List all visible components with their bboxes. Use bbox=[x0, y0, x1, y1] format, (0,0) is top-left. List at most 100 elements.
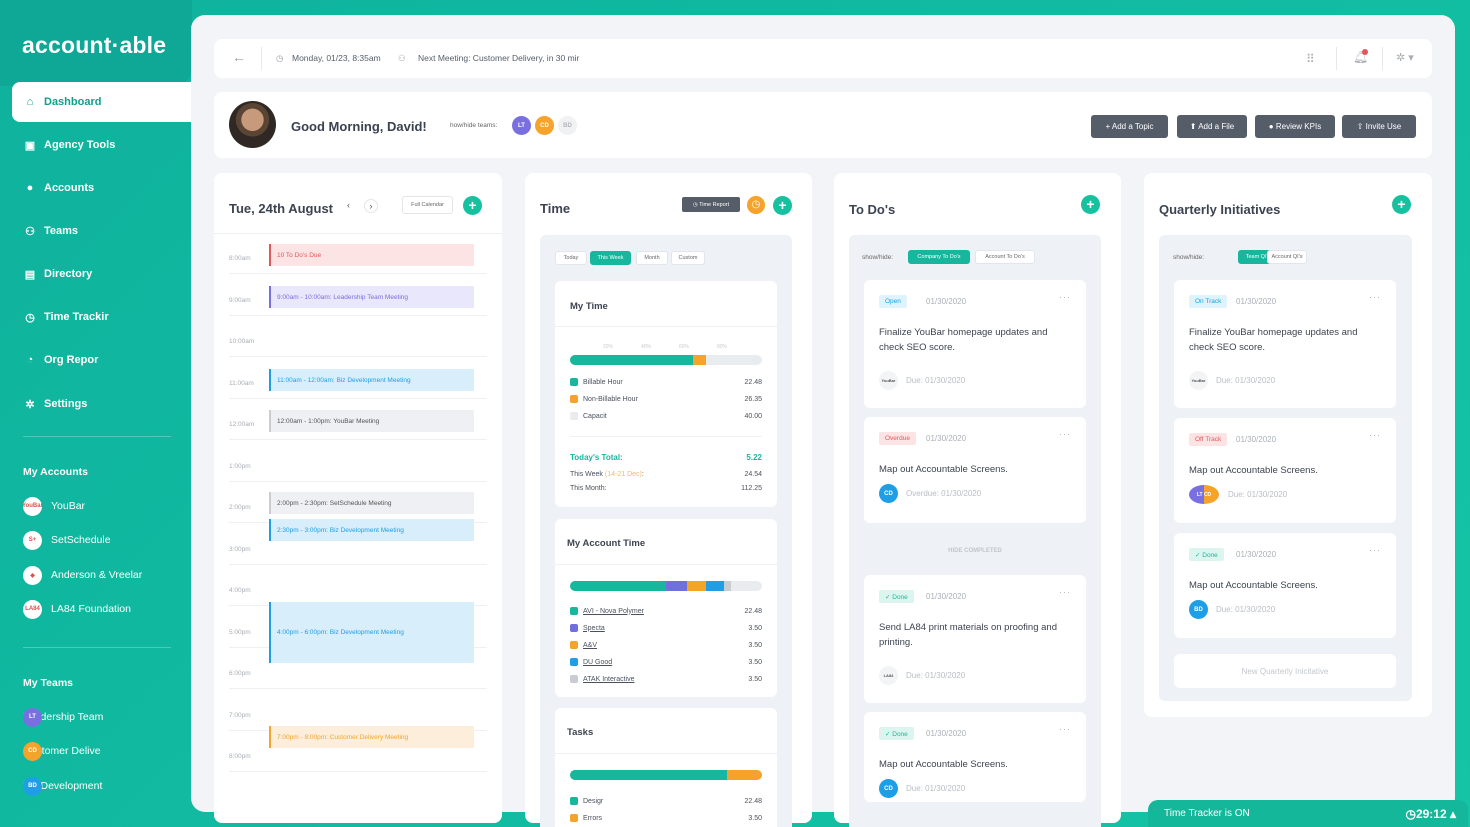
next-day-icon[interactable]: › bbox=[364, 199, 378, 213]
more-options-icon[interactable]: ··· bbox=[1059, 429, 1071, 439]
sidebar-item-dashboard[interactable]: ⌂ Dashboard bbox=[12, 82, 192, 122]
calendar-event[interactable]: 12:00am - 1:00pm: YouBar Meeting bbox=[269, 410, 474, 432]
sidebar-item-settings[interactable]: ✲ Settings bbox=[0, 384, 192, 424]
more-options-icon[interactable]: ··· bbox=[1369, 430, 1381, 440]
legend-value: 40.00 bbox=[744, 412, 762, 420]
legend-row[interactable]: Specta 3.50 bbox=[570, 624, 762, 632]
qi-items-card[interactable]: ✓ Done 01/30/2020 ··· Map out Accountable S… bbox=[1174, 533, 1396, 638]
time-filter-tab[interactable]: Month bbox=[636, 251, 668, 265]
account-item[interactable]: LA84 LA84 Foundation bbox=[23, 598, 131, 620]
account-label: LA84 Foundation bbox=[51, 603, 131, 615]
sidebar-item-teams[interactable]: ⚇ Teams bbox=[0, 211, 192, 251]
account-item[interactable]: ◆ Anderson & Vreelar bbox=[23, 564, 142, 586]
add-qi-button[interactable]: + bbox=[1392, 195, 1411, 214]
team-item[interactable]: CD Customer Delive bbox=[23, 740, 101, 762]
this-month-value: 112.25 bbox=[741, 485, 762, 492]
legend-row[interactable]: AVI - Nova Polymer 22.48 bbox=[570, 607, 762, 615]
this-month-label: This Month: bbox=[570, 485, 607, 492]
assignee-avatar[interactable]: YouBar bbox=[1189, 371, 1208, 390]
timer-clock-icon[interactable]: ◷ bbox=[747, 196, 765, 214]
calendar-event[interactable]: 2:30pm - 3:00pm: Biz Development Meeting bbox=[269, 519, 474, 541]
qi-items-card[interactable]: On Track 01/30/2020 ··· Finalize YouBar hom… bbox=[1174, 280, 1396, 408]
calendar-event[interactable]: 9:00am - 10:00am: Leadership Team Meetin… bbox=[269, 286, 474, 308]
time-filter-tab[interactable]: Custom bbox=[671, 251, 705, 265]
user-avatar[interactable] bbox=[229, 101, 276, 148]
time-filter-tab[interactable]: Today bbox=[555, 251, 587, 265]
legend-row[interactable]: A&V 3.50 bbox=[570, 641, 762, 649]
settings-gear-icon[interactable]: ✲ ▾ bbox=[1396, 52, 1414, 64]
header-action-button[interactable]: + Add a Topic bbox=[1091, 115, 1168, 138]
apps-grid-icon[interactable]: ⠿ bbox=[1306, 52, 1315, 66]
qi-items-card[interactable]: Off Track 01/30/2020 ··· Map out Accountabl… bbox=[1174, 418, 1396, 523]
todays-total-value: 5.22 bbox=[746, 453, 762, 462]
legend-swatch bbox=[570, 675, 578, 683]
sidebar-item-time-trackir[interactable]: ◷ Time Trackir bbox=[0, 297, 192, 337]
full-calendar-button[interactable]: Full Calendar bbox=[402, 196, 453, 214]
calendar-event[interactable]: 2:00pm - 2:30pm: SetSchedule Meeting bbox=[269, 492, 474, 514]
time-filter-tab[interactable]: This Week bbox=[590, 251, 631, 265]
team-item[interactable]: BD Biz Development bbox=[23, 775, 102, 797]
more-options-icon[interactable]: ··· bbox=[1059, 724, 1071, 734]
more-options-icon[interactable]: ··· bbox=[1059, 587, 1071, 597]
account-item[interactable]: YouBar YouBar bbox=[22, 495, 85, 517]
todo-filters-tab[interactable]: Company To Do's bbox=[908, 250, 970, 264]
item-date: 01/30/2020 bbox=[926, 434, 967, 443]
more-options-icon[interactable]: ··· bbox=[1369, 292, 1381, 302]
hide-completed-button[interactable]: HIDE COMPLETED bbox=[948, 548, 1002, 554]
team-item[interactable]: LT Leadership Team bbox=[23, 706, 103, 728]
assignee-avatar[interactable]: CD bbox=[879, 484, 898, 503]
team-filter-badge[interactable]: CD bbox=[535, 116, 554, 135]
more-options-icon[interactable]: ··· bbox=[1059, 292, 1071, 302]
team-filter-badge[interactable]: BD bbox=[558, 116, 577, 135]
todo-items-card[interactable]: Overdue 01/30/2020 ··· Map out Accountable … bbox=[864, 417, 1086, 523]
assignee-avatar[interactable]: CD bbox=[879, 779, 898, 798]
sidebar-item-org-repor[interactable]: ◔ Org Repor bbox=[0, 340, 192, 380]
add-time-button[interactable]: + bbox=[773, 196, 792, 215]
next-meeting[interactable]: Next Meeting: Customer Delivery, in 30 m… bbox=[418, 53, 580, 63]
time-tracker-label: Time Tracker is ON bbox=[1164, 808, 1250, 819]
assignee-avatar[interactable]: BD bbox=[1189, 600, 1208, 619]
item-date: 01/30/2020 bbox=[926, 729, 967, 738]
status-badge: Off Track bbox=[1189, 433, 1228, 446]
assignee-avatar[interactable]: YouBar bbox=[879, 371, 898, 390]
qi-filters-tab[interactable]: Account QI's bbox=[1267, 250, 1307, 264]
time-report-button[interactable]: ◷ Time Report bbox=[682, 197, 740, 212]
header-action-button[interactable]: ● Review KPIs bbox=[1255, 115, 1335, 138]
account-link[interactable]: Specta bbox=[583, 624, 605, 632]
prev-day-icon[interactable]: ‹ bbox=[347, 200, 350, 210]
team-filter-badge[interactable]: LT bbox=[512, 116, 531, 135]
item-title: Finalize YouBar homepage updates and che… bbox=[1189, 327, 1358, 353]
account-link[interactable]: ATAK Interactive bbox=[583, 675, 635, 683]
add-todo-button[interactable]: + bbox=[1081, 195, 1100, 214]
calendar-event[interactable]: 4:00pm - 6:00pm: Biz Development Meeting bbox=[269, 602, 474, 663]
todo-items-card[interactable]: ✓ Done 01/30/2020 ··· Send LA84 print mater… bbox=[864, 575, 1086, 703]
time-tracker-time[interactable]: ◷29:12 ▴ bbox=[1405, 806, 1456, 821]
calendar-event[interactable]: 7:00pm - 8:00pm: Customer Delivery Meeti… bbox=[269, 726, 474, 748]
more-options-icon[interactable]: ··· bbox=[1369, 545, 1381, 555]
sidebar-item-agency-tools[interactable]: ▣ Agency Tools bbox=[0, 125, 192, 165]
add-event-button[interactable]: + bbox=[463, 196, 482, 215]
assignee-avatar[interactable]: LA84 bbox=[879, 666, 898, 685]
account-link[interactable]: A&V bbox=[583, 641, 598, 649]
account-link[interactable]: DU Good bbox=[583, 658, 613, 666]
legend-row[interactable]: DU Good 3.50 bbox=[570, 658, 762, 666]
header-action-button[interactable]: ⇧ Invite Use bbox=[1342, 115, 1416, 138]
calendar-event[interactable]: 10 To Do's Due bbox=[269, 244, 474, 266]
account-item[interactable]: S+ SetSchedule bbox=[23, 529, 111, 551]
app-logo[interactable]: account·able bbox=[22, 32, 167, 58]
calendar-event[interactable]: 11:00am - 12:00am: Biz Development Meeti… bbox=[269, 369, 474, 391]
legend-value: 22.48 bbox=[744, 378, 762, 386]
todo-items-card[interactable]: ✓ Done 01/30/2020 ··· Map out Accountable S… bbox=[864, 712, 1086, 802]
time-tracker-bar[interactable]: Time Tracker is ON ◷29:12 ▴ bbox=[1148, 800, 1468, 827]
assignee-avatar[interactable]: LT CD bbox=[1189, 485, 1219, 504]
todo-filters-tab[interactable]: Account To Do's bbox=[975, 250, 1035, 264]
sidebar-item-accounts[interactable]: ● Accounts bbox=[0, 168, 192, 208]
todo-items-card[interactable]: Open 01/30/2020 ··· Finalize YouBar homepag… bbox=[864, 280, 1086, 408]
new-quarterly-initiative-button[interactable]: New Quarterly Inicitative bbox=[1174, 654, 1396, 688]
sidebar-item-directory[interactable]: ▤ Directory bbox=[0, 254, 192, 294]
time-title: Time bbox=[540, 201, 571, 216]
header-action-button[interactable]: ⬆ Add a File bbox=[1177, 115, 1247, 138]
back-arrow-icon[interactable]: ← bbox=[232, 49, 246, 65]
account-link[interactable]: AVI - Nova Polymer bbox=[583, 607, 644, 615]
legend-row[interactable]: ATAK Interactive 3.50 bbox=[570, 675, 762, 683]
